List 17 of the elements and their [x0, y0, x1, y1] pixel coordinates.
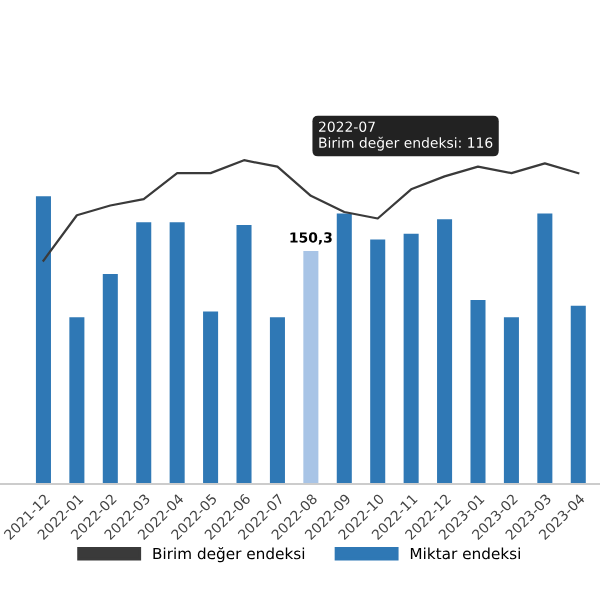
bar: [503, 317, 519, 484]
bar: [336, 213, 352, 484]
bar: [437, 219, 453, 484]
bar: [470, 299, 486, 484]
bar: [236, 225, 252, 484]
bar: [169, 222, 185, 484]
bar: [136, 222, 152, 484]
bar: [269, 317, 285, 484]
bar: [537, 213, 553, 484]
bar: [303, 250, 319, 484]
bar: [370, 239, 386, 484]
bar: [102, 273, 118, 484]
bar: [69, 317, 85, 484]
bar: [35, 196, 51, 484]
bar: [570, 305, 586, 484]
bar: [203, 311, 219, 484]
bar: [403, 233, 419, 484]
